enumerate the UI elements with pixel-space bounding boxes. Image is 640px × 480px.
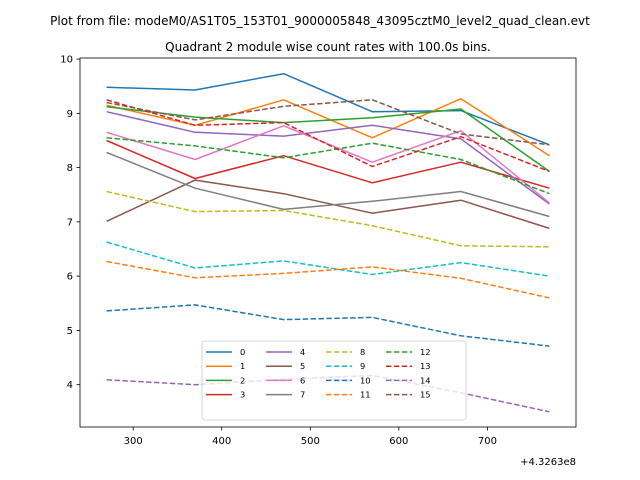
x-tick-label: 600 [389,436,408,447]
series-line-7 [106,151,550,218]
y-tick-label: 9 [67,109,73,120]
legend-label-6: 6 [300,375,305,385]
legend-label-7: 7 [300,390,305,400]
series-line-10 [106,304,550,347]
x-tick-label: 500 [301,436,320,447]
legend-label-3: 3 [240,390,245,400]
series-line-0 [106,72,550,146]
legend-label-12: 12 [420,347,431,357]
series-line-15 [106,99,550,146]
legend-label-13: 13 [420,361,431,371]
series-line-1 [106,97,550,157]
series-line-8 [106,190,550,248]
series-line-3 [106,139,550,189]
y-tick-label: 7 [67,217,73,228]
legend-label-15: 15 [420,390,431,400]
legend-label-8: 8 [360,347,365,357]
series-line-12 [106,137,550,195]
y-tick-label: 4 [67,380,73,391]
y-tick-label: 8 [67,163,73,174]
legend-label-5: 5 [300,361,305,371]
x-offset-label: +4.3263e8 [520,457,576,468]
chart-suptitle: Plot from file: modeM0/AS1T05_153T01_900… [50,14,590,28]
legend-label-2: 2 [240,375,245,385]
legend-label-1: 1 [240,361,245,371]
x-tick-label: 300 [124,436,143,447]
x-tick-label: 400 [212,436,231,447]
legend-label-4: 4 [300,347,305,357]
x-tick-label: 700 [478,436,497,447]
series-line-5 [106,179,550,230]
plot-frame [79,57,577,428]
series-line-13 [106,99,550,173]
series-layer [106,72,550,413]
legend-label-9: 9 [360,361,365,371]
legend-label-11: 11 [360,390,371,400]
series-line-4 [106,110,550,205]
y-tick-label: 5 [67,326,73,337]
y-tick-label: 10 [60,55,73,66]
legend-label-10: 10 [360,375,371,385]
legend-label-0: 0 [240,347,245,357]
chart-title: Quadrant 2 module wise count rates with … [165,40,491,54]
series-line-11 [106,260,550,299]
series-line-2 [106,106,550,173]
y-tick-label: 6 [67,272,73,283]
series-line-9 [106,241,550,277]
legend-label-14: 14 [420,375,431,385]
